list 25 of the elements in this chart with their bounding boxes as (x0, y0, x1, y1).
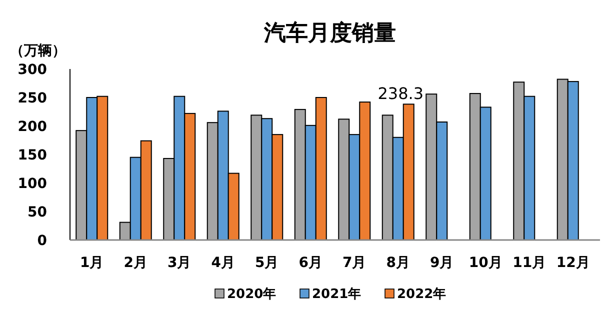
chart-title: 汽车月度销量 (263, 20, 396, 46)
data-label: 238.3 (378, 84, 424, 104)
y-tick-label: 50 (28, 204, 48, 220)
x-tick-label: 4月 (211, 255, 235, 271)
x-tick-label: 10月 (468, 255, 502, 271)
x-tick-label: 5月 (255, 255, 279, 271)
legend-label: 2022年 (397, 287, 446, 302)
x-tick-label: 2月 (124, 255, 148, 271)
legend-label: 2020年 (227, 287, 276, 302)
x-tick-label: 6月 (298, 255, 322, 271)
x-tick-label: 11月 (512, 255, 546, 271)
y-tick-label: 150 (18, 148, 48, 164)
y-tick-label: 100 (18, 176, 48, 192)
x-tick-label: 1月 (80, 255, 104, 271)
y-axis-title: （万辆） (10, 43, 66, 59)
y-tick-label: 250 (18, 90, 48, 106)
x-tick-label: 8月 (386, 255, 410, 271)
y-tick-label: 200 (18, 119, 48, 135)
y-tick-label: 300 (18, 62, 48, 78)
y-tick-label: 0 (37, 233, 48, 249)
x-tick-label: 9月 (430, 255, 454, 271)
legend-label: 2021年 (312, 287, 362, 302)
x-tick-label: 3月 (168, 255, 192, 271)
x-tick-label: 7月 (342, 255, 366, 271)
x-tick-label: 12月 (556, 255, 590, 271)
